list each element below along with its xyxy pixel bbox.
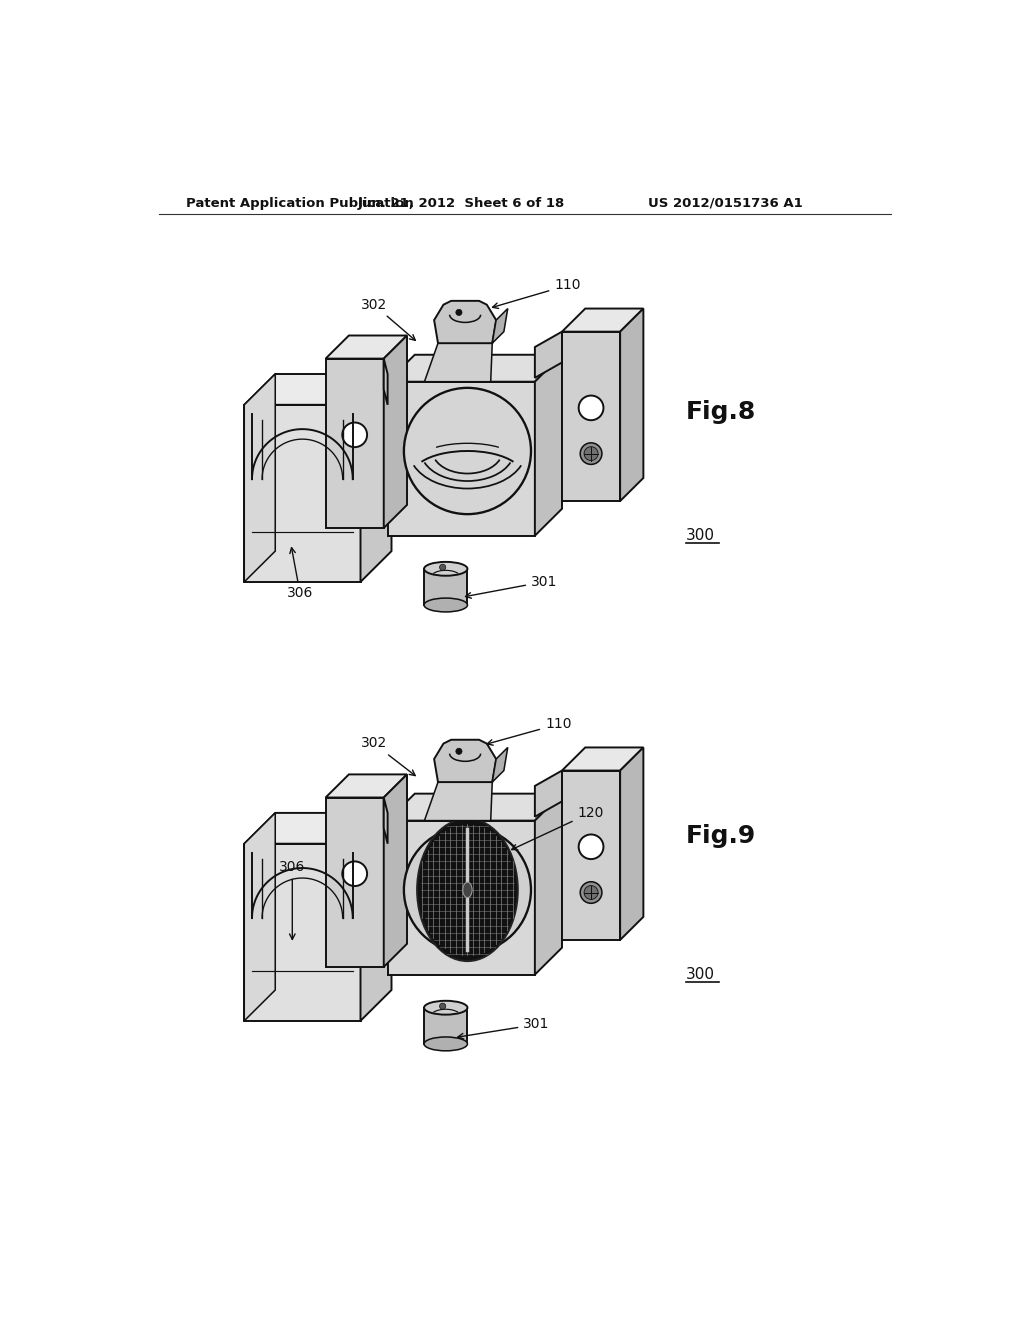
Polygon shape (245, 843, 360, 1020)
Polygon shape (621, 747, 643, 940)
Polygon shape (326, 797, 384, 966)
Text: US 2012/0151736 A1: US 2012/0151736 A1 (647, 197, 802, 210)
Text: 110: 110 (493, 279, 581, 309)
Polygon shape (562, 747, 643, 771)
Ellipse shape (424, 1001, 467, 1015)
Ellipse shape (417, 818, 518, 961)
Polygon shape (245, 813, 391, 843)
Polygon shape (535, 331, 562, 378)
Ellipse shape (424, 598, 467, 612)
Circle shape (584, 886, 598, 899)
Polygon shape (562, 331, 621, 502)
Polygon shape (535, 771, 562, 817)
Text: 110: 110 (487, 717, 571, 746)
Polygon shape (245, 813, 275, 1020)
Polygon shape (493, 747, 508, 781)
Polygon shape (535, 355, 562, 536)
Text: Jun. 21, 2012  Sheet 6 of 18: Jun. 21, 2012 Sheet 6 of 18 (357, 197, 565, 210)
Circle shape (456, 748, 462, 755)
Polygon shape (326, 359, 384, 528)
Polygon shape (434, 301, 496, 343)
Polygon shape (326, 335, 407, 359)
Text: 120: 120 (512, 805, 604, 850)
Text: Fig.8: Fig.8 (686, 400, 757, 425)
Ellipse shape (424, 562, 467, 576)
Circle shape (584, 446, 598, 461)
Polygon shape (535, 793, 562, 974)
Circle shape (439, 1003, 445, 1010)
Circle shape (579, 396, 603, 420)
Polygon shape (424, 569, 467, 605)
Text: 306: 306 (280, 859, 305, 940)
Polygon shape (434, 739, 496, 781)
Polygon shape (562, 771, 621, 940)
Circle shape (439, 564, 445, 570)
Text: Patent Application Publication: Patent Application Publication (186, 197, 414, 210)
Text: 306: 306 (287, 548, 313, 601)
Polygon shape (388, 355, 562, 381)
Polygon shape (424, 343, 493, 381)
Circle shape (342, 422, 367, 447)
Polygon shape (562, 309, 643, 331)
Text: 301: 301 (458, 1018, 550, 1039)
Polygon shape (245, 374, 391, 405)
Polygon shape (621, 309, 643, 502)
Polygon shape (424, 1007, 467, 1044)
Polygon shape (384, 775, 407, 966)
Polygon shape (384, 797, 388, 843)
Circle shape (581, 442, 602, 465)
Circle shape (579, 834, 603, 859)
Text: 300: 300 (686, 968, 715, 982)
Circle shape (581, 882, 602, 903)
Circle shape (403, 826, 531, 953)
Polygon shape (384, 359, 388, 405)
Polygon shape (493, 309, 508, 343)
Polygon shape (388, 821, 535, 974)
Polygon shape (326, 775, 407, 797)
Polygon shape (384, 335, 407, 528)
Ellipse shape (463, 882, 472, 898)
Polygon shape (245, 374, 275, 582)
Text: 301: 301 (466, 574, 557, 598)
Polygon shape (388, 793, 562, 821)
Text: 302: 302 (360, 297, 416, 341)
Polygon shape (424, 781, 493, 821)
Text: 302: 302 (360, 737, 415, 776)
Circle shape (456, 309, 462, 315)
Ellipse shape (424, 1038, 467, 1051)
Circle shape (342, 862, 367, 886)
Text: Fig.9: Fig.9 (686, 824, 757, 847)
Polygon shape (388, 381, 535, 536)
Circle shape (403, 388, 531, 513)
Polygon shape (360, 813, 391, 1020)
Text: 300: 300 (686, 528, 715, 544)
Polygon shape (245, 405, 360, 582)
Polygon shape (360, 374, 391, 582)
